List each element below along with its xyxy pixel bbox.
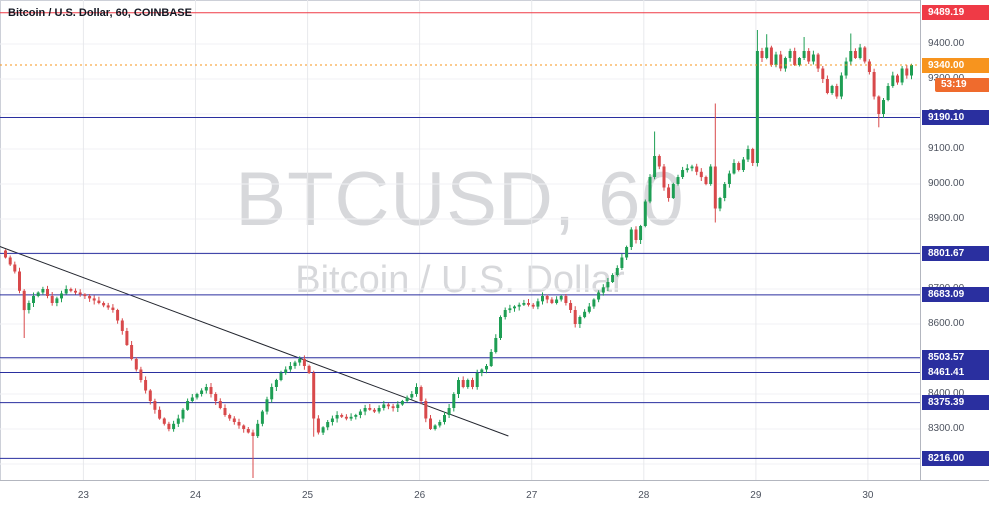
time-axis-label: 26 bbox=[414, 490, 426, 501]
price-axis[interactable]: 9400.009300.009200.009100.009000.008900.… bbox=[920, 0, 989, 480]
time-axis-label: 24 bbox=[189, 490, 202, 501]
price-level-badge[interactable]: 8503.57 bbox=[922, 350, 989, 366]
time-axis-label: 27 bbox=[526, 490, 538, 501]
current-price-badge: 9340.00 bbox=[922, 57, 989, 73]
price-gridline-label: 8900.00 bbox=[928, 213, 965, 224]
price-level-lines[interactable] bbox=[0, 12, 920, 459]
time-axis-label: 23 bbox=[77, 490, 89, 501]
price-level-badge[interactable]: 9489.19 bbox=[922, 5, 989, 21]
price-gridline-label: 8600.00 bbox=[928, 318, 965, 329]
v-gridlines bbox=[82, 0, 869, 480]
bar-countdown-badge: 53:19 bbox=[935, 78, 989, 92]
trendline[interactable] bbox=[0, 246, 509, 437]
time-axis-label: 29 bbox=[750, 490, 762, 501]
time-axis-label: 25 bbox=[301, 490, 314, 501]
price-level-badge[interactable]: 9190.10 bbox=[922, 109, 989, 125]
price-level-badge[interactable]: 8375.39 bbox=[922, 395, 989, 411]
price-gridline-label: 8400.00 bbox=[928, 388, 965, 399]
symbol-legend[interactable]: Bitcoin / U.S. Dollar, 60, COINBASE bbox=[8, 7, 192, 19]
h-gridlines bbox=[0, 43, 920, 465]
chart-canvas[interactable]: BTCUSD, 60 Bitcoin / U.S. Dollar Bitcoin… bbox=[0, 0, 920, 480]
price-level-badge[interactable]: 8216.00 bbox=[922, 450, 989, 466]
price-level-badge[interactable]: 8461.41 bbox=[922, 365, 989, 380]
time-axis-label: 28 bbox=[638, 490, 650, 501]
price-level-badge[interactable]: 8801.67 bbox=[922, 245, 989, 261]
price-gridline-label: 9400.00 bbox=[928, 38, 965, 49]
candlestick-chart[interactable] bbox=[0, 0, 920, 480]
time-axis[interactable]: 23 24 25 26 27 28 29 30 bbox=[0, 480, 989, 517]
time-axis-label: 30 bbox=[862, 490, 874, 501]
candlestick-series bbox=[4, 30, 913, 478]
price-gridline-label: 8300.00 bbox=[928, 423, 965, 434]
price-gridline-label: 9000.00 bbox=[928, 178, 965, 189]
price-gridline-label: 9100.00 bbox=[928, 143, 965, 154]
price-level-badge[interactable]: 8683.09 bbox=[922, 287, 989, 303]
